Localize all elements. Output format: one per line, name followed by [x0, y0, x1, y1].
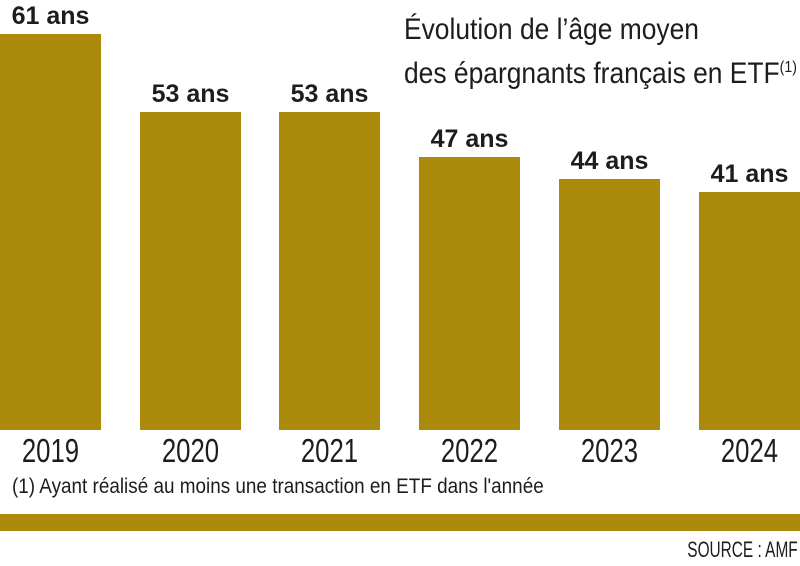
value-label-2022: 47 ans	[430, 125, 509, 153]
chart-title-line-2-wrap: des épargnants français en ETF(1)	[404, 52, 797, 96]
chart-footnote: (1) Ayant réalisé au moins une transacti…	[12, 475, 544, 498]
divider-strip	[0, 514, 800, 531]
year-label-2021: 2021	[300, 432, 359, 469]
bar-2024	[699, 192, 800, 430]
value-label-2024: 41 ans	[710, 160, 789, 188]
year-label-2023: 2023	[580, 432, 639, 469]
value-label-2023: 44 ans	[570, 147, 649, 175]
value-label-2021: 53 ans	[290, 80, 369, 108]
bar-2020	[140, 112, 241, 430]
year-label-2022: 2022	[440, 432, 499, 469]
title-footnote-marker: (1)	[779, 59, 797, 76]
year-label-2020: 2020	[161, 432, 220, 469]
year-label-2024: 2024	[720, 432, 779, 469]
bar-2023	[559, 179, 660, 430]
source-credit: SOURCE : AMF	[687, 537, 798, 562]
chart-title-line-1: Évolution de l’âge moyen	[404, 13, 699, 46]
year-label-2019: 2019	[21, 432, 80, 469]
bar-2019	[0, 34, 101, 430]
bar-2022	[419, 157, 520, 430]
value-label-2019: 61 ans	[11, 2, 90, 30]
chart-title: Évolution de l’âge moyen des épargnants …	[404, 8, 797, 96]
bar-2021	[279, 112, 380, 430]
chart-title-line-2: des épargnants français en ETF	[404, 57, 780, 90]
value-label-2020: 53 ans	[151, 80, 230, 108]
